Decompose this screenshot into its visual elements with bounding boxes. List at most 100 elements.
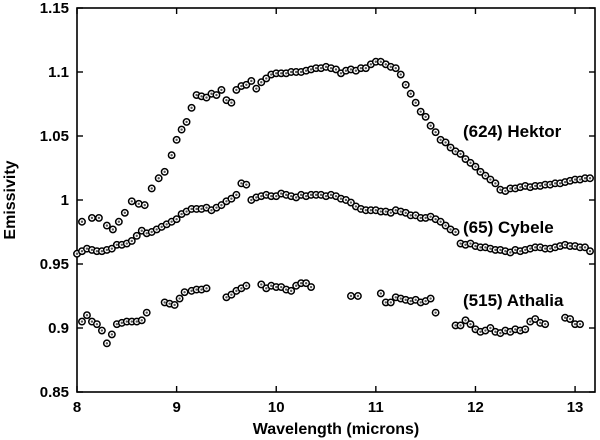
data-point <box>421 112 430 121</box>
data-point <box>471 162 480 171</box>
data-point <box>376 289 385 298</box>
tick-labels: 8 9 10 11 12 13 0.85 0.9 0.95 1 1.05 1.1 1.15 <box>40 0 584 416</box>
data-point <box>177 125 186 134</box>
x-tick-label: 13 <box>567 399 584 416</box>
data-point <box>94 213 103 222</box>
data-point <box>175 294 184 303</box>
data-point <box>102 221 111 230</box>
data-point <box>142 308 151 317</box>
data-point <box>401 80 410 89</box>
data-point <box>441 138 450 147</box>
data-point <box>97 326 106 335</box>
data-point <box>307 283 316 291</box>
data-point <box>257 280 266 289</box>
data-point <box>242 180 251 189</box>
data-point <box>476 167 485 176</box>
data-point <box>461 316 470 325</box>
x-tick-label: 11 <box>368 399 384 416</box>
y-tick-label: 0.9 <box>48 320 69 337</box>
data-point <box>541 320 550 329</box>
series-2 <box>78 279 585 348</box>
y-tick-label: 1.1 <box>48 64 69 81</box>
data-point <box>426 121 435 130</box>
data-point <box>202 93 211 102</box>
data-point <box>431 128 440 137</box>
data-point <box>172 215 181 224</box>
data-point <box>456 321 465 330</box>
data-point <box>252 84 261 93</box>
data-point <box>242 80 251 89</box>
data-point <box>411 98 420 107</box>
data-point <box>232 190 241 199</box>
data-point <box>521 325 530 334</box>
y-tick-label: 0.95 <box>40 256 69 273</box>
series-label-cybele: (65) Cybele <box>463 218 554 237</box>
data-points <box>73 57 594 348</box>
data-point <box>436 217 445 226</box>
data-point <box>137 316 146 325</box>
data-point <box>170 301 179 309</box>
data-point <box>416 107 425 116</box>
series-0 <box>78 57 594 234</box>
data-point <box>353 292 362 300</box>
data-point <box>217 85 226 94</box>
data-point <box>120 208 129 217</box>
data-point <box>78 317 86 326</box>
series-label-athalia: (515) Athalia <box>463 291 564 310</box>
data-point <box>247 77 256 85</box>
data-point <box>87 213 96 222</box>
data-point <box>227 194 236 203</box>
data-point <box>127 197 136 206</box>
data-point <box>107 244 116 253</box>
data-point <box>172 135 181 144</box>
data-point <box>446 143 455 152</box>
data-point <box>486 175 495 184</box>
x-tick-label: 12 <box>467 399 484 416</box>
data-point <box>581 243 589 252</box>
data-point <box>262 74 271 83</box>
data-point <box>346 292 355 300</box>
series-1 <box>73 179 594 258</box>
data-point <box>227 290 236 299</box>
data-point <box>102 339 111 348</box>
data-point <box>287 286 296 295</box>
data-point <box>461 155 470 163</box>
data-point <box>154 174 163 183</box>
data-point <box>346 198 355 207</box>
data-point <box>531 315 540 323</box>
y-tick-label: 0.85 <box>40 384 69 401</box>
x-tick-label: 8 <box>73 399 81 416</box>
data-point <box>481 171 490 180</box>
data-point <box>302 279 311 288</box>
data-point <box>466 158 475 167</box>
data-point <box>242 281 251 290</box>
y-tick-label: 1.15 <box>40 0 69 17</box>
data-point <box>227 98 236 107</box>
data-point <box>114 217 123 226</box>
x-tick-label: 10 <box>268 399 285 416</box>
data-point <box>147 184 156 193</box>
data-point <box>361 64 370 73</box>
data-point <box>78 217 86 226</box>
data-point <box>576 320 585 329</box>
data-point <box>456 149 465 158</box>
series-label-hektor: (624) Hektor <box>463 122 562 141</box>
axis-ticks <box>76 7 595 393</box>
y-axis-label: Emissivity <box>2 160 19 239</box>
data-point <box>180 288 189 297</box>
data-point <box>491 179 500 188</box>
data-point <box>83 311 91 320</box>
data-point <box>441 221 450 230</box>
data-point <box>431 308 440 317</box>
data-point <box>406 89 415 98</box>
data-point <box>396 70 405 79</box>
data-point <box>232 85 241 94</box>
data-point <box>108 225 117 234</box>
data-point <box>451 228 460 236</box>
y-tick-label: 1 <box>61 192 69 209</box>
data-point <box>566 315 575 323</box>
data-point <box>426 294 435 303</box>
data-point <box>212 91 221 99</box>
series-labels: (624) Hektor (65) Cybele (515) Athalia <box>463 122 564 310</box>
data-point <box>132 231 141 240</box>
